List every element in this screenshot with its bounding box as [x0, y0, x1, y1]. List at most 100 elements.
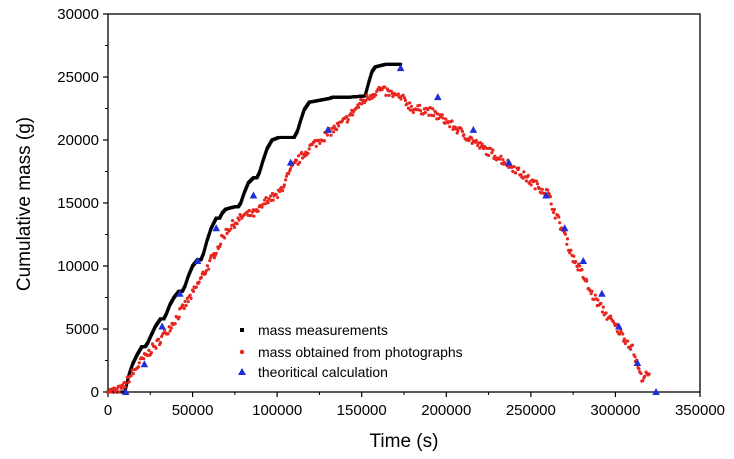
x-tick-label: 350000	[675, 402, 725, 419]
point-mass-photographs	[270, 191, 275, 196]
point-theoritical-calculation	[505, 158, 513, 166]
point-mass-photographs	[451, 127, 455, 132]
point-mass-photographs	[266, 201, 270, 205]
point-mass-photographs	[548, 194, 552, 199]
point-mass-photographs	[160, 334, 164, 339]
point-mass-measurements	[126, 377, 130, 381]
point-mass-photographs	[131, 371, 135, 376]
x-tick-label: 150000	[337, 402, 387, 419]
point-mass-photographs	[408, 101, 412, 105]
point-mass-photographs	[345, 115, 349, 119]
point-mass-photographs	[558, 221, 562, 225]
point-mass-photographs	[456, 128, 460, 133]
y-tick-label: 10000	[57, 258, 99, 275]
point-mass-measurements	[205, 240, 209, 244]
point-mass-photographs	[540, 187, 544, 191]
point-mass-photographs	[318, 141, 322, 145]
point-mass-photographs	[194, 285, 198, 289]
point-mass-measurements	[364, 91, 368, 95]
point-mass-photographs	[186, 299, 190, 304]
point-mass-photographs	[129, 374, 133, 378]
point-mass-photographs	[546, 188, 550, 192]
legend: mass measurements mass obtained from pho…	[238, 322, 463, 380]
x-tick-label: 200000	[421, 402, 471, 419]
point-mass-photographs	[469, 136, 474, 140]
point-mass-photographs	[566, 248, 571, 252]
y-axis-title: Cumulative mass (g)	[14, 117, 35, 291]
point-mass-photographs	[600, 310, 605, 314]
point-mass-photographs	[306, 151, 310, 155]
point-mass-photographs	[296, 154, 301, 158]
y-tick-label: 20000	[57, 132, 99, 149]
point-mass-photographs	[235, 222, 239, 226]
point-mass-photographs	[205, 264, 210, 268]
point-mass-photographs	[204, 269, 208, 273]
point-mass-photographs	[232, 225, 237, 230]
point-mass-photographs	[237, 218, 241, 222]
point-mass-photographs	[441, 116, 445, 120]
point-mass-photographs	[374, 93, 378, 97]
point-mass-photographs	[156, 337, 161, 341]
point-mass-photographs	[435, 112, 440, 116]
point-mass-photographs	[191, 289, 196, 293]
legend-marker-mass-photographs	[239, 349, 245, 355]
point-mass-photographs	[517, 166, 521, 170]
point-mass-photographs	[276, 195, 280, 200]
point-mass-photographs	[267, 197, 271, 201]
point-mass-photographs	[403, 96, 407, 100]
point-mass-photographs	[222, 236, 227, 240]
point-mass-photographs	[360, 102, 364, 106]
point-theoritical-calculation	[469, 125, 478, 133]
point-mass-photographs	[569, 248, 573, 252]
point-mass-photographs	[389, 89, 393, 93]
point-mass-photographs	[450, 119, 454, 123]
point-mass-photographs	[256, 209, 260, 213]
point-mass-photographs	[219, 242, 223, 246]
point-mass-photographs	[568, 251, 572, 255]
point-mass-photographs	[154, 346, 158, 350]
point-mass-photographs	[281, 189, 285, 193]
point-mass-measurements	[365, 86, 369, 90]
point-mass-photographs	[459, 127, 463, 131]
x-tick-label: 100000	[252, 402, 302, 419]
point-mass-photographs	[166, 332, 170, 336]
point-mass-photographs	[130, 368, 134, 372]
point-theoritical-calculation	[121, 388, 130, 395]
point-mass-photographs	[294, 158, 299, 162]
point-mass-photographs	[480, 142, 484, 146]
point-theoritical-calculation	[212, 224, 221, 232]
y-tick-label: 15000	[57, 195, 99, 212]
y-tick-label: 25000	[57, 69, 99, 86]
point-mass-photographs	[647, 372, 651, 376]
point-mass-photographs	[181, 303, 185, 308]
series-mass-measurements	[106, 62, 403, 394]
point-mass-photographs	[512, 165, 516, 169]
point-mass-photographs	[533, 187, 537, 191]
point-mass-photographs	[169, 326, 173, 330]
point-mass-photographs	[189, 296, 193, 300]
point-mass-photographs	[384, 93, 388, 97]
point-theoritical-calculation	[193, 256, 202, 264]
point-mass-photographs	[203, 271, 208, 275]
point-theoritical-calculation	[633, 359, 642, 367]
point-mass-photographs	[448, 125, 452, 129]
point-mass-photographs	[274, 192, 278, 197]
point-mass-photographs	[572, 254, 576, 258]
point-mass-photographs	[426, 108, 430, 112]
legend-label-mass-photographs: mass obtained from photographs	[258, 344, 463, 360]
point-mass-photographs	[356, 105, 361, 109]
point-mass-photographs	[501, 158, 505, 162]
point-mass-photographs	[229, 227, 233, 231]
point-mass-photographs	[399, 97, 403, 101]
point-mass-photographs	[590, 289, 594, 293]
point-mass-photographs	[639, 371, 643, 376]
point-mass-measurements	[204, 244, 208, 248]
point-theoritical-calculation	[579, 256, 588, 264]
point-mass-photographs	[162, 331, 166, 335]
point-mass-photographs	[641, 378, 645, 383]
legend-marker-theoritical-calculation	[238, 368, 246, 375]
point-mass-photographs	[298, 160, 302, 165]
point-mass-photographs	[498, 157, 502, 161]
point-mass-photographs	[460, 129, 465, 133]
point-mass-photographs	[419, 108, 423, 113]
